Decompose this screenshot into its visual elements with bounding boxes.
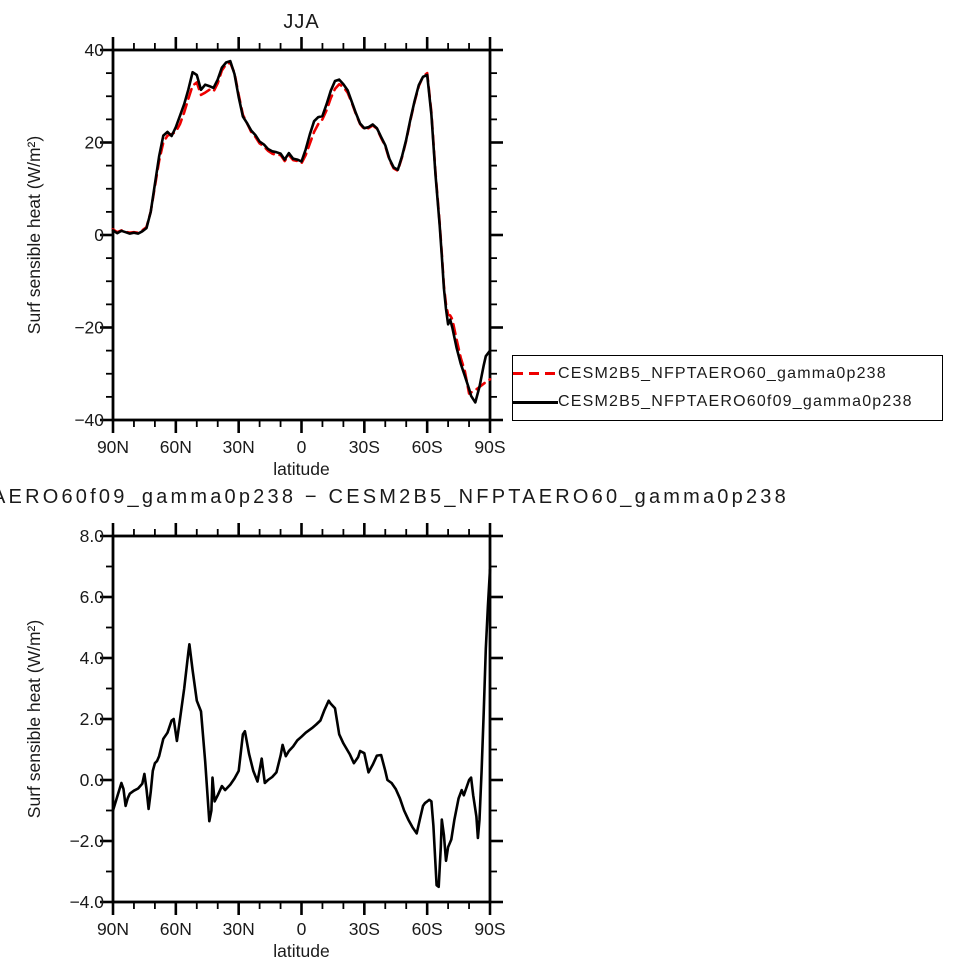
plot-box <box>111 48 492 422</box>
series-CESM2B5_NFPTAERO60f09_gamma0p238 <box>111 59 492 404</box>
legend-dashed-line-sample <box>513 372 558 376</box>
x-axis-title: latitude <box>273 459 329 479</box>
y-tick-label: 0 <box>94 225 104 245</box>
x-tick-label: 30S <box>349 437 380 457</box>
y-tick-label: 4.0 <box>80 648 105 668</box>
series-CESM2B5_NFPTAERO60_gamma0p238 <box>111 61 492 395</box>
y-tick-label: 20 <box>85 133 105 153</box>
y-tick-label: 40 <box>85 40 105 60</box>
x-tick-label: 0 <box>297 437 307 457</box>
y-tick-label: 0.0 <box>80 770 105 790</box>
y-tick-label: −20 <box>74 318 104 338</box>
top-chart: 90N 60N 30N 0 30S 60S 90S 40 20 0 −20 −40 latitude Su… <box>24 11 506 479</box>
legend-row: CESM2B5_NFPTAERO60_gamma0p238 <box>513 363 942 385</box>
y-tick-label: −4.0 <box>69 892 104 912</box>
chart-title-clipped: AERO60f09_gamma0p238 − CESM2B5_NFPTAERO6… <box>0 486 789 508</box>
y-tick-label: −40 <box>74 410 104 430</box>
y-tick-label: −2.0 <box>69 831 104 851</box>
y-tick-label: 2.0 <box>80 709 105 729</box>
x-tick-label: 60N <box>160 437 192 457</box>
y-tick-label: 8.0 <box>80 526 105 546</box>
x-tick-label: 90N <box>97 919 129 939</box>
x-axis-title: latitude <box>273 941 329 961</box>
y-axis-title: Surf sensible heat (W/m²) <box>24 136 44 334</box>
legend-box: CESM2B5_NFPTAERO60_gamma0p238 CESM2B5_NF… <box>512 355 943 421</box>
x-tick-label: 60N <box>160 919 192 939</box>
series-difference <box>111 568 492 889</box>
x-tick-label: 30S <box>349 919 380 939</box>
x-tick-label: 90S <box>474 919 505 939</box>
x-tick-label: 30N <box>223 437 255 457</box>
y-axis-title: Surf sensible heat (W/m²) <box>24 620 44 818</box>
legend-row: CESM2B5_NFPTAERO60f09_gamma0p238 <box>513 391 942 413</box>
x-tick-label: 60S <box>412 437 443 457</box>
x-tick-label: 90N <box>97 437 129 457</box>
bottom-chart: 90N 60N 30N 0 30S 60S 90S 8.0 6.0 4.0 2.0 0.0 −2.0 −4… <box>0 486 789 961</box>
legend-solid-line-sample <box>513 400 558 404</box>
x-tick-label: 30N <box>223 919 255 939</box>
y-tick-label: 6.0 <box>80 587 105 607</box>
x-tick-label: 0 <box>297 919 307 939</box>
x-tick-label: 60S <box>412 919 443 939</box>
legend-label: CESM2B5_NFPTAERO60_gamma0p238 <box>558 364 887 382</box>
legend-label: CESM2B5_NFPTAERO60f09_gamma0p238 <box>558 393 913 411</box>
x-tick-label: 90S <box>474 437 505 457</box>
chart-title: JJA <box>283 11 319 33</box>
